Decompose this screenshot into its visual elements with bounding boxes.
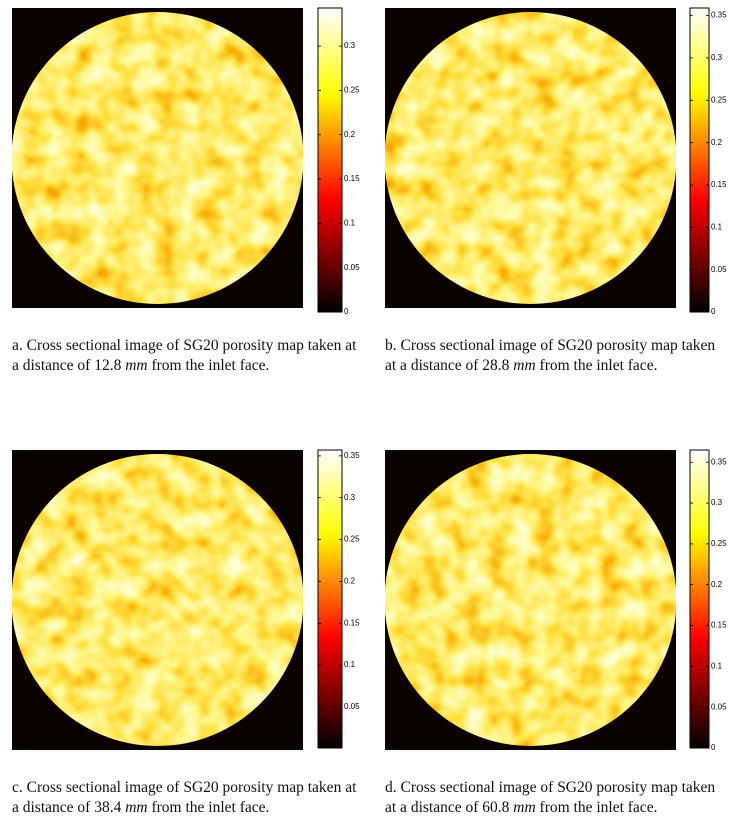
colorbar-tick-label: 0.1 bbox=[344, 660, 356, 669]
colorbar-tick-label: 0.05 bbox=[344, 702, 360, 711]
colorbar bbox=[317, 449, 343, 749]
colorbar-tick-label: 0.3 bbox=[344, 493, 356, 502]
colorbar-tick-label: 0.25 bbox=[344, 535, 360, 544]
colorbar-tick-label: 0.15 bbox=[344, 174, 360, 183]
colorbar-tick-label: 0.2 bbox=[711, 138, 723, 147]
porosity-map bbox=[385, 12, 676, 304]
colorbar-tick-label: 0.25 bbox=[711, 539, 727, 548]
caption-distance: 60.8 bbox=[482, 799, 510, 816]
colorbar-tick-label: 0.25 bbox=[344, 86, 360, 95]
colorbar-tick-label: 0.25 bbox=[711, 95, 727, 104]
panel: 0 0.05 0.1 0.15 0.2 0.25 0.3 0.35 bbox=[385, 449, 727, 752]
colorbar-tick-label: 0 bbox=[711, 307, 716, 316]
colorbar-tick-label: 0.15 bbox=[711, 180, 727, 189]
porosity-map bbox=[12, 454, 303, 746]
caption-end: from the inlet face. bbox=[151, 357, 270, 374]
caption-distance: 28.8 bbox=[482, 357, 510, 374]
panel: 0 0.05 0.1 0.15 0.2 0.25 0.3 0.35 bbox=[385, 7, 727, 316]
colorbar bbox=[689, 449, 710, 749]
colorbar-tick-label: 0.3 bbox=[711, 53, 723, 62]
panel: 0 0.05 0.1 0.15 0.2 0.25 0.3 bbox=[12, 7, 360, 316]
caption-unit: mm bbox=[125, 357, 148, 374]
caption-end: from the inlet face. bbox=[151, 799, 270, 816]
caption-end: from the inlet face. bbox=[539, 799, 658, 816]
colorbar-tick-label: 0.05 bbox=[711, 702, 727, 711]
porosity-map bbox=[12, 12, 303, 304]
caption-text: b. Cross sectional image of SG20 porosit… bbox=[385, 337, 716, 374]
caption-text: a. Cross sectional image of SG20 porosit… bbox=[12, 337, 357, 374]
caption-end: from the inlet face. bbox=[539, 357, 658, 374]
caption-unit: mm bbox=[513, 357, 536, 374]
caption: b. Cross sectional image of SG20 porosit… bbox=[385, 336, 729, 376]
caption-unit: mm bbox=[513, 799, 536, 816]
caption-text: d. Cross sectional image of SG20 porosit… bbox=[385, 779, 716, 816]
colorbar-tick-label: 0 bbox=[711, 743, 716, 752]
colorbar-tick-label: 0.2 bbox=[344, 577, 356, 586]
porosity-map bbox=[385, 454, 676, 746]
colorbar-tick-label: 0.05 bbox=[711, 265, 727, 274]
caption: d. Cross sectional image of SG20 porosit… bbox=[385, 778, 729, 818]
caption-unit: mm bbox=[125, 799, 148, 816]
caption-distance: 12.8 bbox=[94, 357, 122, 374]
caption: c. Cross sectional image of SG20 porosit… bbox=[12, 778, 357, 818]
colorbar-tick-label: 0.1 bbox=[711, 222, 723, 231]
colorbar-tick-label: 0.2 bbox=[711, 580, 723, 589]
colorbar-tick-label: 0.3 bbox=[344, 41, 356, 50]
colorbar-tick-label: 0.1 bbox=[711, 661, 723, 670]
colorbar-tick-label: 0.15 bbox=[344, 618, 360, 627]
colorbar bbox=[689, 7, 710, 313]
caption-text: c. Cross sectional image of SG20 porosit… bbox=[12, 779, 357, 816]
colorbar-tick-label: 0.35 bbox=[711, 11, 727, 20]
colorbar-tick-label: 0.05 bbox=[344, 263, 360, 272]
caption: a. Cross sectional image of SG20 porosit… bbox=[12, 336, 357, 376]
colorbar-tick-label: 0.15 bbox=[711, 621, 727, 630]
colorbar-tick-label: 0.3 bbox=[711, 498, 723, 507]
colorbar-tick-label: 0.35 bbox=[344, 451, 360, 460]
panel: 0.05 0.1 0.15 0.2 0.25 0.3 0.35 bbox=[12, 449, 360, 750]
colorbar-tick-label: 0 bbox=[344, 307, 349, 316]
colorbar-tick-label: 0.2 bbox=[344, 130, 356, 139]
colorbar bbox=[317, 7, 343, 313]
caption-distance: 38.4 bbox=[94, 799, 122, 816]
colorbar-tick-label: 0.35 bbox=[711, 457, 727, 466]
colorbar-tick-label: 0.1 bbox=[344, 218, 356, 227]
